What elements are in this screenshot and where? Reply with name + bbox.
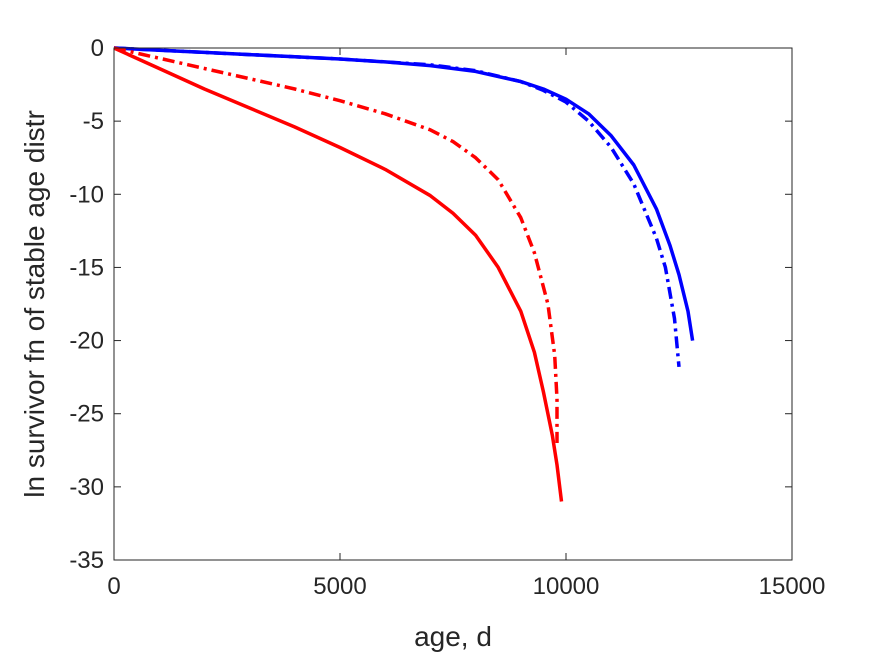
- axes-box: [113, 47, 793, 561]
- x-tick-label: 5000: [313, 573, 366, 600]
- y-tick-label: -15: [69, 254, 104, 281]
- series-line-3: [113, 46, 559, 443]
- axes-layer: [113, 47, 793, 561]
- plot-area: [114, 48, 792, 560]
- y-tick-label: -35: [69, 547, 104, 574]
- series-layer: [113, 46, 695, 502]
- series-line-4: [113, 46, 564, 502]
- y-tick-label: -5: [83, 108, 104, 135]
- y-tick-label: -30: [69, 474, 104, 501]
- x-tick-label: 10000: [533, 573, 600, 600]
- x-tick-label: 15000: [759, 573, 826, 600]
- x-tick-label: 0: [107, 573, 120, 600]
- x-axis-label: age, d: [414, 621, 492, 652]
- tick-layer: 0 5000 10000 15000 0 -5 -10 -15 -20 -25 -30 -35: [69, 35, 825, 600]
- y-axis-label: ln survivor fn of stable age distr: [19, 110, 50, 498]
- y-tick-label: 0: [91, 35, 104, 62]
- y-tick-label: -20: [69, 328, 104, 355]
- y-tick-label: -10: [69, 181, 104, 208]
- series-line-2: [113, 46, 681, 368]
- y-tick-label: -25: [69, 401, 104, 428]
